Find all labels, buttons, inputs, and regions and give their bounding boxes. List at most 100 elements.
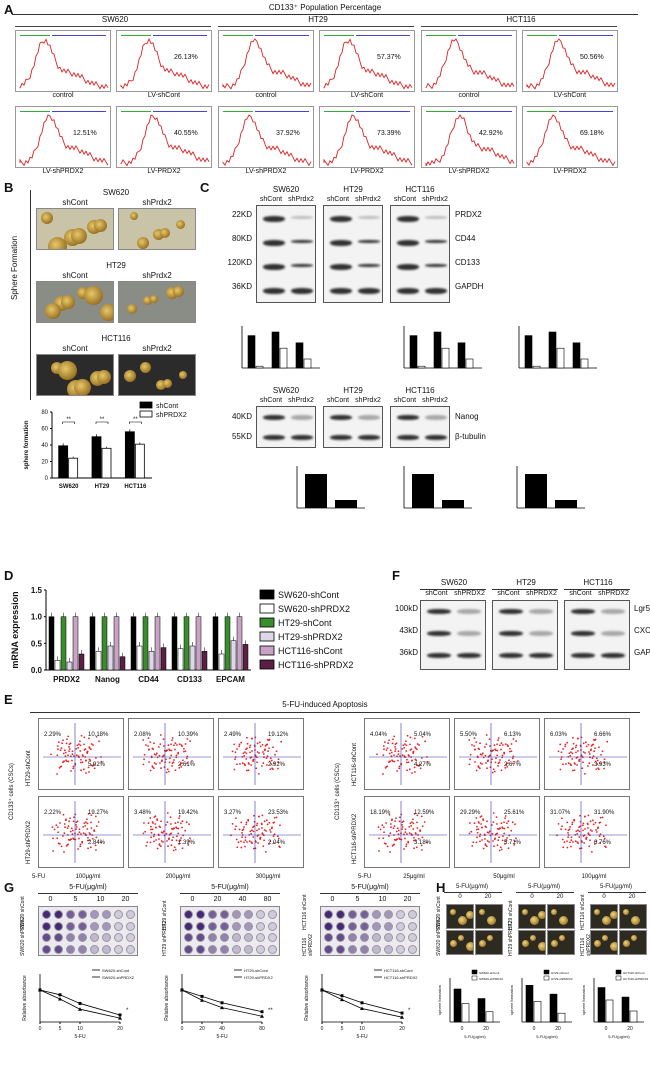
scatter-point: [391, 742, 394, 745]
western-blot: [256, 406, 316, 448]
protein-band: [291, 415, 313, 420]
scatter-point: [403, 746, 406, 749]
scatter-point: [75, 826, 78, 828]
scatter-point: [389, 760, 392, 763]
scatter-point: [575, 744, 578, 747]
scatter-point: [478, 835, 481, 838]
protein-band: [263, 435, 285, 440]
scatter-point: [88, 832, 91, 834]
scatter-point: [69, 830, 72, 833]
scatter-point: [589, 820, 592, 823]
scatter-point: [386, 845, 389, 848]
plate-well: [408, 944, 417, 954]
dose-start-label: 5-FU: [358, 874, 372, 880]
protein-band: [425, 240, 447, 243]
scatter-point: [83, 822, 86, 825]
scatter-point: [488, 841, 490, 843]
plate-well: [336, 944, 345, 954]
flow-group-rule: [15, 26, 211, 27]
scatter-point: [162, 841, 164, 843]
scatter-point: [185, 757, 188, 760]
scatter-point: [599, 762, 601, 765]
gate-marker: [223, 111, 253, 112]
scatter-point: [473, 737, 476, 740]
blot-rule: [492, 589, 558, 590]
histogram-label: LV-shPRDX2: [42, 168, 84, 175]
protein-band: [601, 609, 625, 614]
plate-well: [54, 944, 63, 954]
gate-marker: [52, 111, 106, 112]
bar: [412, 474, 434, 508]
plate-well: [244, 933, 253, 942]
protein-name: Nanog: [455, 412, 479, 421]
scatter-point: [401, 826, 404, 828]
gate-marker: [527, 35, 557, 36]
scatter-point: [479, 762, 482, 764]
histogram-label: LV-PRDX2: [147, 168, 181, 175]
bar: [142, 616, 149, 671]
scatter-point: [572, 747, 574, 750]
scatter-point: [497, 764, 499, 767]
histogram: [522, 106, 618, 168]
scatter-point: [64, 751, 67, 754]
scatter-point: [149, 817, 152, 819]
scatter-point: [233, 768, 236, 771]
bar: [154, 616, 161, 671]
scatter-point: [504, 817, 506, 820]
histogram-line: [425, 38, 515, 90]
scatter-point: [178, 842, 180, 845]
protein-band: [499, 631, 523, 636]
category-label: 0: [461, 1026, 464, 1032]
plate-well: [90, 933, 99, 942]
bar: [107, 645, 114, 671]
scatter-point: [601, 816, 604, 819]
scatter-point: [160, 840, 163, 842]
bar: [160, 647, 167, 671]
scatter-point: [158, 754, 161, 757]
scatter-point: [421, 825, 424, 828]
scatter-point: [66, 843, 69, 846]
scatter-point: [169, 757, 171, 760]
blot-lane-label: shCont: [259, 196, 283, 203]
scatter-point: [82, 832, 85, 835]
scatter-point: [511, 757, 514, 760]
blot-rule: [564, 589, 630, 590]
scatter-point: [603, 837, 606, 840]
scatter-point: [149, 741, 152, 744]
scatter-point: [560, 758, 562, 761]
scatter-point: [388, 739, 390, 742]
quadrant-ur: 10.39%: [178, 732, 199, 738]
plate-well: [184, 944, 193, 954]
scatter-point: [262, 751, 264, 753]
scatter-point: [87, 847, 89, 850]
histogram: [421, 106, 517, 168]
scatter-point: [498, 836, 500, 839]
y-axis-label: Relative absorbance: [304, 975, 310, 1021]
scatter-point: [561, 817, 563, 820]
scatter-point: [578, 847, 581, 850]
crystal-violet-plate: [180, 906, 280, 956]
gate-marker: [255, 111, 309, 112]
scatter-point: [252, 830, 255, 833]
scatter-point: [585, 836, 588, 839]
scatter-point: [248, 840, 251, 843]
scatter-point: [509, 747, 511, 750]
scatter-point: [472, 841, 475, 844]
histogram-curve: [425, 114, 515, 167]
plate-well: [90, 921, 99, 931]
plate-well: [102, 910, 111, 919]
scatter-point: [243, 826, 245, 828]
scatter-point: [559, 768, 562, 771]
scatter-point: [73, 816, 75, 819]
scatter-point: [81, 761, 84, 764]
scatter-point: [280, 740, 283, 743]
scatter-point: [165, 771, 168, 774]
scatter-point: [83, 749, 86, 751]
scatter-plot: [128, 796, 214, 868]
y-tick-label: 20: [41, 460, 48, 466]
scatter-plot: [544, 718, 630, 790]
scatter-point: [173, 827, 176, 830]
scatter-point: [273, 833, 276, 836]
photo-row-label: HT29 shPRDX2: [508, 920, 514, 956]
scatter-point: [503, 827, 506, 830]
